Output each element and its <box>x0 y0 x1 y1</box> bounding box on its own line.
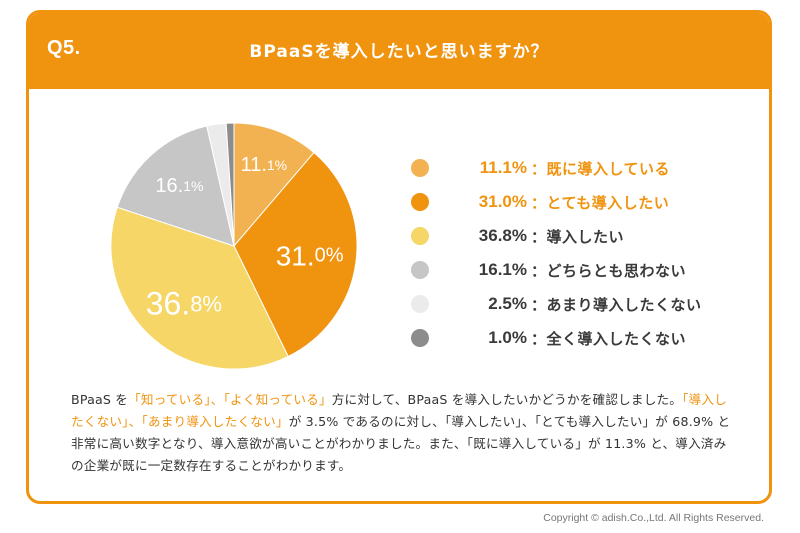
legend-percent: 2.5% <box>488 294 527 313</box>
summary-text: BPaaS を「知っている」、「よく知っている」方に対して、BPaaS を導入し… <box>71 389 735 477</box>
pie-slice <box>110 206 289 370</box>
legend-swatch <box>411 159 429 177</box>
pie-slice <box>233 151 358 358</box>
legend-swatch <box>411 193 429 211</box>
pie-slice-label: 31.0% <box>276 240 344 271</box>
legend-percent: 11.1% <box>479 158 527 177</box>
legend-swatch <box>411 295 429 313</box>
legend-label: ：あまり導入したくない <box>531 295 702 314</box>
pie-slice <box>116 125 235 247</box>
legend-percent: 1.0% <box>488 328 527 347</box>
legend-percent: 36.8% <box>478 226 527 245</box>
legend-item: 2.5% ：あまり導入したくない <box>411 287 751 321</box>
pie-slice <box>225 122 235 247</box>
legend-swatch <box>411 227 429 245</box>
legend-label: ：全く導入したくない <box>531 329 687 348</box>
legend-percent: 16.1% <box>478 260 527 279</box>
summary-part-1: BPaaS を <box>71 392 129 407</box>
pie-chart-svg: 11.1% 31.0% 36.8% 16.1% <box>110 122 358 370</box>
legend-swatch <box>411 261 429 279</box>
copyright: Copyright © adish.Co.,Ltd. All Rights Re… <box>543 512 764 524</box>
legend-item: 1.0% ：全く導入したくない <box>411 321 751 355</box>
legend-item: 16.1% ：どちらとも思わない <box>411 253 751 287</box>
summary-part-2: 方に対して、BPaaS を導入したいかどうかを確認しました。 <box>331 392 683 407</box>
question-title: BPaaSを導入したいと思いますか？ <box>249 42 549 62</box>
card-header: Q5. BPaaSを導入したいと思いますか？ <box>29 13 769 89</box>
survey-card: Q5. BPaaSを導入したいと思いますか？ 11.1% 31.0% 36.8% 16… <box>26 10 772 504</box>
summary-highlight-1: 「知っている」、「よく知っている」 <box>128 392 332 407</box>
legend-label: ：とても導入したい <box>531 193 670 212</box>
legend-label: ：導入したい <box>531 227 625 246</box>
legend-swatch <box>411 329 429 347</box>
pie-chart: 11.1% 31.0% 36.8% 16.1% <box>109 121 359 371</box>
summary-highlight-2: 「導入したくない」、「あまり導入したくない」 <box>71 392 727 429</box>
legend-label: ：どちらとも思わない <box>531 261 687 280</box>
legend-item: 36.8% ：導入したい <box>411 219 751 253</box>
pie-slice-label: 36.8% <box>146 285 222 321</box>
chart-legend: 11.1% ：既に導入している 31.0% ：とても導入したい 36.8% ：導入したい 1… <box>411 151 751 355</box>
pie-slice <box>233 122 315 248</box>
legend-label: ：既に導入している <box>531 159 671 178</box>
legend-item: 31.0% ：とても導入したい <box>411 185 751 219</box>
summary-part-3: が 3.5% であるのに対し、「導入したい」、「とても導入したい」が 68.9%… <box>71 414 731 473</box>
legend-percent: 31.0% <box>478 192 527 211</box>
legend-item: 11.1% ：既に導入している <box>411 151 751 185</box>
pie-slice-label: 11.1% <box>241 154 288 176</box>
pie-slice-label: 16.1% <box>155 175 203 197</box>
question-number: Q5. <box>47 37 81 59</box>
